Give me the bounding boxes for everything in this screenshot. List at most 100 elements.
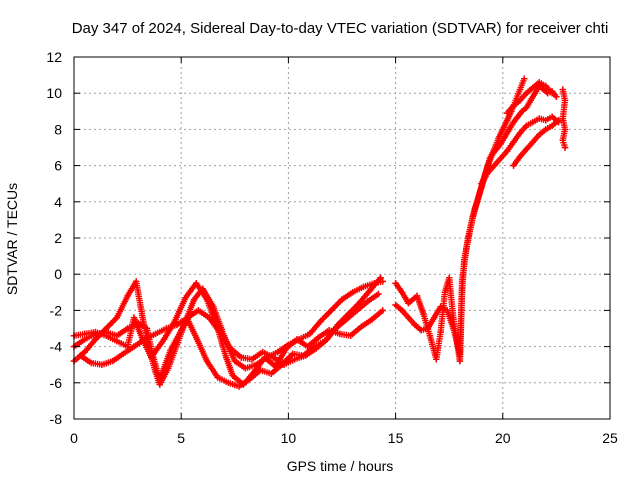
data-point [516,86,524,93]
series-track-h [510,117,562,169]
data-point [87,359,95,367]
data-point [141,336,148,343]
data-point [184,314,191,321]
data-point [510,102,517,110]
data-point [315,334,322,341]
data-point [478,180,485,187]
data-point [529,118,537,126]
data-point [81,348,88,356]
series-markers [510,117,562,169]
data-point [167,347,174,354]
data-point [523,122,530,129]
data-point [349,289,356,296]
data-point [293,336,301,343]
x-tick-label: 5 [177,430,185,446]
data-point [497,155,504,162]
data-point [437,328,444,336]
data-point [441,289,449,296]
y-tick-label: 4 [54,194,62,210]
data-point [516,153,524,160]
data-point [280,361,288,368]
data-point [302,352,309,359]
data-point [313,345,320,352]
data-point [463,245,470,253]
data-point [139,314,146,321]
data-point [156,381,163,388]
series-track-c [70,280,386,388]
data-point [238,354,245,361]
data-point [178,327,185,334]
data-point [193,334,200,341]
data-point [274,348,281,356]
data-point [495,135,502,142]
x-tick-label: 0 [70,430,78,446]
data-point [364,298,371,305]
data-point [418,327,425,334]
data-point [143,325,151,332]
x-tick-label: 15 [388,430,404,446]
data-point [195,307,202,314]
data-point [548,90,556,97]
data-point [413,292,421,300]
data-point [92,328,99,336]
data-point [77,352,84,359]
data-point [471,205,479,213]
data-point [510,162,517,169]
data-point [268,370,275,377]
data-point [334,321,341,329]
data-point [368,316,376,323]
data-point [375,290,382,298]
data-point [227,345,234,352]
y-tick-label: 10 [46,85,62,101]
data-point [289,350,296,358]
data-point [203,296,211,303]
data-point [426,332,434,339]
data-point [437,303,444,310]
data-point [366,287,374,294]
data-point [501,133,509,140]
x-tick-label: 25 [602,430,618,446]
data-point [130,343,138,350]
data-point [536,79,543,86]
y-tick-label: 0 [54,266,62,282]
data-point [503,117,511,124]
data-point [523,90,530,97]
data-point [523,104,530,111]
data-point [458,278,466,285]
data-point [109,357,116,365]
data-point [398,289,406,296]
data-point [542,82,549,90]
data-point [304,343,311,350]
series-markers [503,79,556,117]
data-point [392,301,399,309]
data-point [347,332,354,339]
series-track-j [559,86,569,151]
y-axis-label: SDTVAR / TECUs [4,183,20,295]
data-point [81,336,88,343]
data-point [147,354,155,361]
data-point [430,314,438,321]
axis-ticks: 0 5 10 15 20 25 -8 -6 -4 -2 0 2 4 6 8 10 12 [46,49,618,446]
data-point [98,361,106,368]
data-point [81,330,88,338]
data-point [173,321,181,329]
data-point [529,84,537,91]
data-point [561,97,569,104]
data-point [561,126,569,133]
data-point [250,368,258,376]
data-point [531,90,539,97]
data-point [270,354,277,361]
data-point [182,294,189,301]
data-point [536,115,543,122]
data-point [518,108,526,115]
data-point [358,323,365,330]
data-point [405,299,412,307]
data-point [433,356,440,363]
data-point [559,115,567,122]
data-point [102,332,110,339]
data-points [70,75,569,390]
data-point [190,296,198,303]
data-point [360,283,367,291]
data-point [514,113,522,120]
